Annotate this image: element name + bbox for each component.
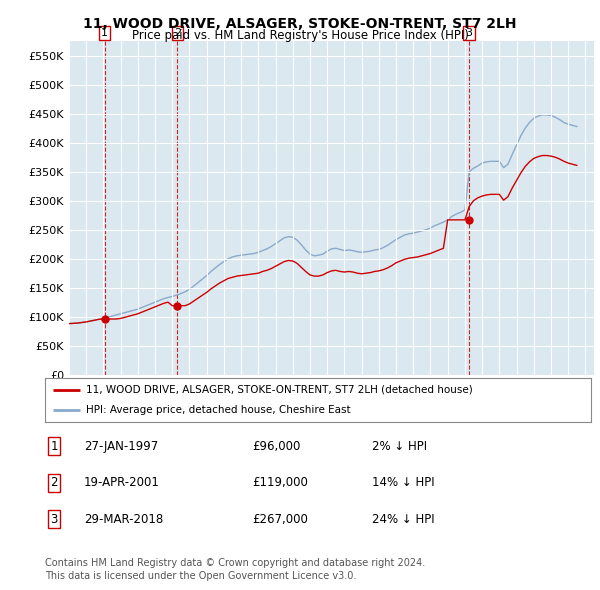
Text: 14% ↓ HPI: 14% ↓ HPI <box>372 476 434 489</box>
Text: 1: 1 <box>50 440 58 453</box>
Text: 11, WOOD DRIVE, ALSAGER, STOKE-ON-TRENT, ST7 2LH (detached house): 11, WOOD DRIVE, ALSAGER, STOKE-ON-TRENT,… <box>86 385 473 395</box>
Text: 2% ↓ HPI: 2% ↓ HPI <box>372 440 427 453</box>
Text: 2: 2 <box>174 28 181 38</box>
Text: 24% ↓ HPI: 24% ↓ HPI <box>372 513 434 526</box>
Text: Contains HM Land Registry data © Crown copyright and database right 2024.: Contains HM Land Registry data © Crown c… <box>45 558 425 568</box>
Text: 29-MAR-2018: 29-MAR-2018 <box>84 513 163 526</box>
Text: 2: 2 <box>50 476 58 489</box>
Text: 3: 3 <box>50 513 58 526</box>
Text: 11, WOOD DRIVE, ALSAGER, STOKE-ON-TRENT, ST7 2LH: 11, WOOD DRIVE, ALSAGER, STOKE-ON-TRENT,… <box>83 17 517 31</box>
Text: 3: 3 <box>466 28 473 38</box>
Text: 19-APR-2001: 19-APR-2001 <box>84 476 160 489</box>
Text: 27-JAN-1997: 27-JAN-1997 <box>84 440 158 453</box>
Text: 1: 1 <box>101 28 108 38</box>
Text: £267,000: £267,000 <box>252 513 308 526</box>
Text: HPI: Average price, detached house, Cheshire East: HPI: Average price, detached house, Ches… <box>86 405 350 415</box>
Text: £119,000: £119,000 <box>252 476 308 489</box>
Text: This data is licensed under the Open Government Licence v3.0.: This data is licensed under the Open Gov… <box>45 571 356 581</box>
Text: £96,000: £96,000 <box>252 440 301 453</box>
Text: Price paid vs. HM Land Registry's House Price Index (HPI): Price paid vs. HM Land Registry's House … <box>131 30 469 42</box>
